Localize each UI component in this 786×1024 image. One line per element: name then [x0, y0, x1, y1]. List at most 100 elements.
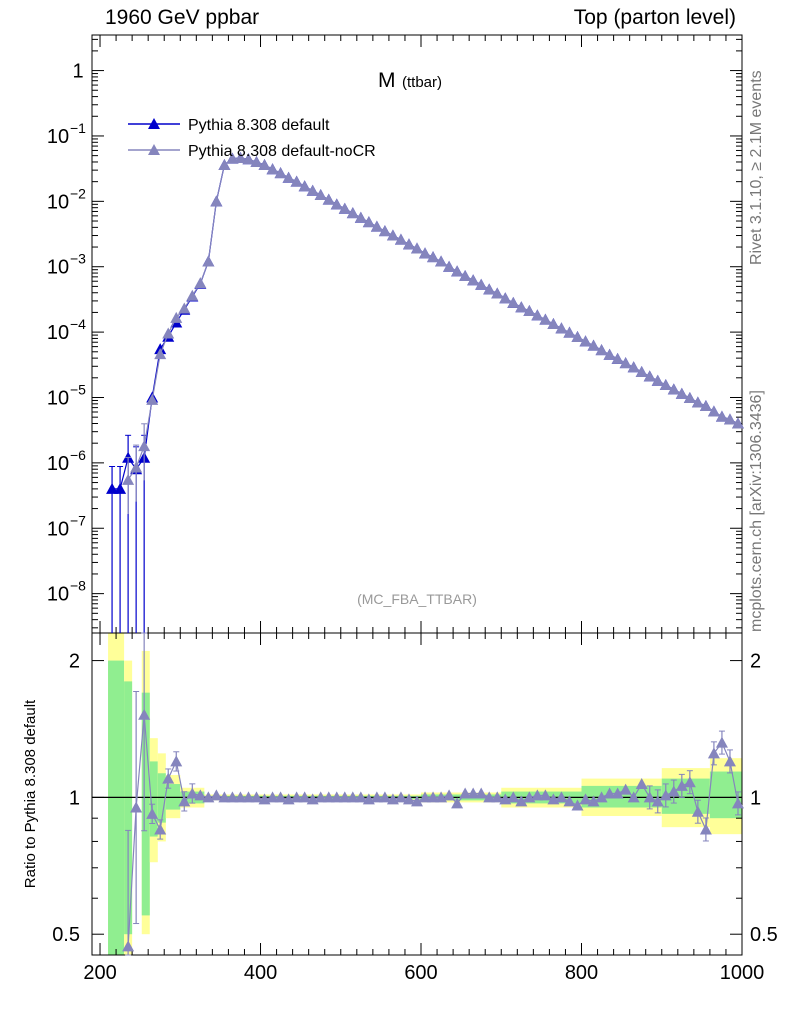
data-point: [507, 791, 520, 803]
mcplots-label: mcplots.cern.ch [arXiv:1306.3436]: [748, 390, 765, 632]
data-point: [691, 396, 704, 408]
data-point: [627, 361, 640, 373]
series-ratio-nocr: [122, 632, 744, 956]
data-point: [515, 795, 528, 807]
data-point: [427, 791, 440, 803]
data-point: [515, 301, 528, 313]
data-point: [603, 787, 616, 799]
data-point: [306, 184, 319, 196]
x-tick-label: 400: [244, 962, 277, 984]
data-point: [282, 171, 295, 183]
data-point: [587, 339, 600, 351]
data-point: [258, 158, 271, 170]
y-tick-label: 0.5: [52, 924, 80, 946]
process-label: Top (parton level): [573, 6, 736, 29]
data-point: [419, 247, 432, 259]
data-point: [715, 410, 728, 422]
data-point: [154, 348, 167, 360]
data-point: [250, 791, 263, 803]
data-point: [531, 309, 544, 321]
ratio-band-inner: [124, 681, 133, 935]
data-point: [563, 326, 576, 338]
data-point: [162, 772, 175, 784]
data-point: [451, 797, 464, 809]
y-tick-exponent: −7: [70, 512, 86, 528]
y-tick-exponent: −4: [70, 316, 86, 332]
data-point: [411, 242, 423, 254]
x-tick-label: 200: [83, 962, 116, 984]
data-point: [394, 233, 407, 245]
data-point: [194, 277, 207, 289]
data-point: [210, 789, 223, 801]
rivet-label: Rivet 3.1.10, ≥ 2.1M events: [748, 70, 765, 265]
y-tick-exponent: −3: [70, 251, 86, 267]
y-tick-exponent: −6: [70, 447, 86, 463]
x-tick-label: 600: [404, 962, 437, 984]
data-point: [370, 220, 383, 232]
data-point: [146, 807, 159, 819]
collider-label: 1960 GeV ppbar: [105, 6, 260, 29]
series-line: [127, 714, 739, 947]
ratio-band-inner: [709, 771, 742, 819]
data-point: [499, 292, 512, 304]
data-point: [186, 289, 199, 301]
y-tick-label: 2: [69, 651, 80, 673]
data-point: [218, 791, 231, 803]
data-point: [619, 783, 632, 795]
data-point: [555, 322, 568, 334]
data-point: [250, 155, 263, 167]
data-point: [651, 374, 664, 386]
data-point: [443, 789, 456, 801]
data-point: [290, 791, 303, 803]
data-point: [731, 797, 744, 809]
data-point: [475, 278, 488, 290]
data-point: [122, 473, 135, 485]
y-tick-label: 10: [47, 387, 69, 409]
data-point: [170, 311, 183, 323]
y-tick-exponent: −5: [70, 381, 86, 397]
data-point: [547, 318, 560, 330]
data-point: [210, 195, 223, 207]
data-point: [378, 791, 391, 803]
plot-title: M: [378, 69, 396, 92]
data-point: [411, 795, 423, 807]
data-point: [603, 348, 616, 360]
y-tick-exponent: −2: [70, 185, 86, 201]
data-point: [643, 791, 656, 803]
data-point: [266, 791, 279, 803]
y-tick-label: 1: [69, 787, 80, 809]
data-point: [419, 791, 432, 803]
y-tick-label-right: 0.5: [750, 924, 778, 946]
data-point: [555, 791, 568, 803]
data-point: [459, 270, 472, 282]
data-point: [338, 202, 351, 214]
data-point: [483, 791, 496, 803]
y-tick-exponent: −8: [70, 578, 86, 594]
data-point: [362, 216, 375, 228]
data-point: [290, 175, 303, 187]
y-tick-label: 10: [47, 322, 69, 344]
ratio-band-inner: [141, 692, 150, 916]
data-point: [322, 791, 335, 803]
y-axis-ratio: 0.5 0.5 1 1 2 2: [52, 651, 778, 947]
data-point: [539, 313, 552, 325]
data-point: [194, 789, 207, 801]
data-point: [162, 327, 175, 339]
analysis-watermark: (MC_FBA_TTBAR): [357, 591, 477, 607]
data-point: [354, 791, 367, 803]
legend: Pythia 8.308 default Pythia 8.308 default…: [128, 117, 376, 160]
y-tick-label: 10: [47, 453, 69, 475]
data-point: [723, 755, 736, 767]
data-point: [298, 180, 311, 192]
data-point: [402, 238, 415, 250]
data-point: [354, 211, 367, 223]
data-point: [114, 482, 127, 494]
data-point: [667, 785, 680, 797]
data-point: [539, 789, 552, 801]
y-tick-label: 10: [47, 257, 69, 279]
data-point: [651, 795, 664, 807]
data-point: [635, 366, 648, 378]
data-point: [122, 940, 135, 952]
data-point: [242, 153, 255, 165]
data-point: [226, 152, 239, 164]
